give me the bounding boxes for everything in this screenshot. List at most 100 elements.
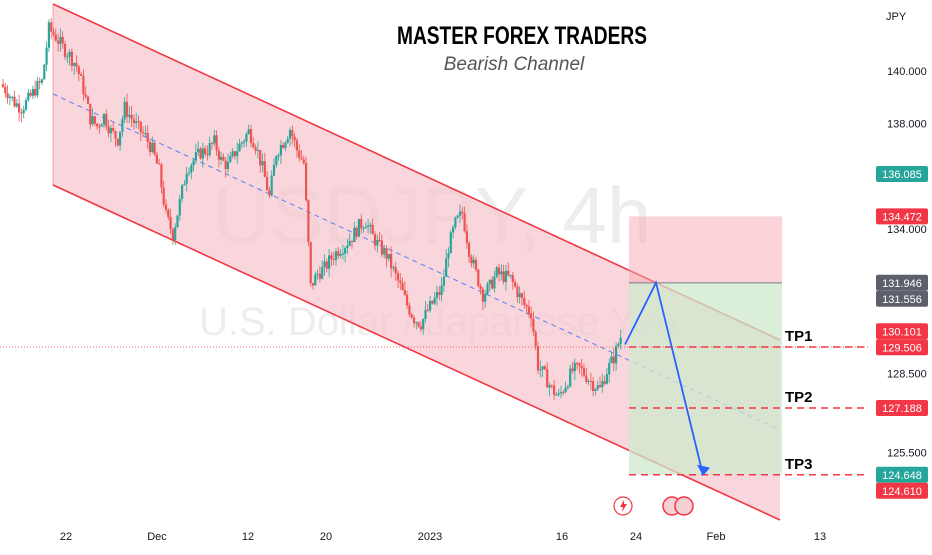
candle-body [504,270,507,282]
candle [399,272,402,290]
projection-arrowhead [697,464,710,476]
candle-body [194,152,197,161]
stop-zone[interactable] [629,216,782,283]
candle [571,361,574,374]
candle [59,28,62,52]
candle-body [164,204,168,210]
candle [608,358,611,384]
candle [316,269,319,280]
candle-body [178,199,181,216]
x-tick-label: 2023 [418,531,442,543]
candle-body [52,31,55,35]
candle-body [142,132,145,134]
candle [376,234,379,253]
candle-body [240,142,243,144]
y-tick-label: 134.000 [887,224,927,236]
candle [169,208,172,235]
candle-body [34,89,37,96]
candle [383,245,386,259]
candle [38,77,41,90]
candle-body [100,124,103,127]
candle [314,271,317,286]
candle-body [424,309,427,319]
projection-path[interactable] [624,280,704,475]
candle [452,224,455,239]
candle [390,246,393,278]
candle-body [387,253,390,259]
candle-body [82,75,85,95]
candle-body [66,56,69,58]
candle-body [497,267,501,275]
candle [153,141,156,157]
candle [323,254,326,276]
candle [229,152,232,163]
candle [495,265,498,279]
candle-body [385,248,388,259]
candle [171,227,174,245]
candle [217,146,220,168]
candle [445,249,448,277]
candle-body [24,100,28,110]
candle [330,251,333,267]
candle [426,304,429,312]
candle-body [8,96,11,99]
candle [479,283,482,295]
price-tag: 134.472 [876,208,928,225]
candle-body [86,96,90,104]
candle-body [458,211,462,216]
candle-body [612,356,615,364]
candle [302,155,305,166]
candle [357,218,360,237]
candle-body [84,94,87,97]
candle-body [213,135,216,144]
candle [470,254,473,268]
candle [29,89,32,98]
candle [187,167,191,177]
candle-body [89,103,92,125]
candle [406,290,409,309]
candle [566,384,569,390]
candle [344,246,347,263]
candle [135,112,138,129]
candle-body [224,160,227,170]
candle [401,277,404,291]
candle-body [431,300,434,304]
candle [210,141,214,150]
candle-body [125,101,129,117]
candle [178,194,181,221]
currency-label: JPY [886,11,907,23]
candle [252,137,255,149]
candle-body [532,318,535,332]
candle [440,277,443,302]
candle [256,141,259,159]
candle [369,222,372,234]
candle-body [332,259,335,260]
target-zone[interactable] [629,282,782,475]
candle [270,170,273,197]
candle-body [169,217,172,230]
candle-body [536,346,540,371]
candle-body [417,322,420,327]
candle-body [514,282,517,287]
candle [580,359,583,377]
candle [412,315,416,328]
candle [553,379,556,400]
candle-body [197,148,200,153]
candle [121,115,124,137]
candle-body [307,200,310,243]
candle-body [245,134,248,142]
candle-body [222,156,225,161]
candle [295,138,298,158]
candle [403,281,406,296]
candle [31,85,34,99]
candle-body [438,292,441,295]
price-tag-label: 131.556 [882,294,922,306]
candle [249,124,253,148]
candle-body [132,118,135,123]
candle-body [337,251,340,256]
us-flag-event-icon-2[interactable] [674,496,694,516]
candle [491,276,494,290]
candle-body [330,255,333,259]
candle [245,132,248,147]
candle-body [146,133,149,142]
